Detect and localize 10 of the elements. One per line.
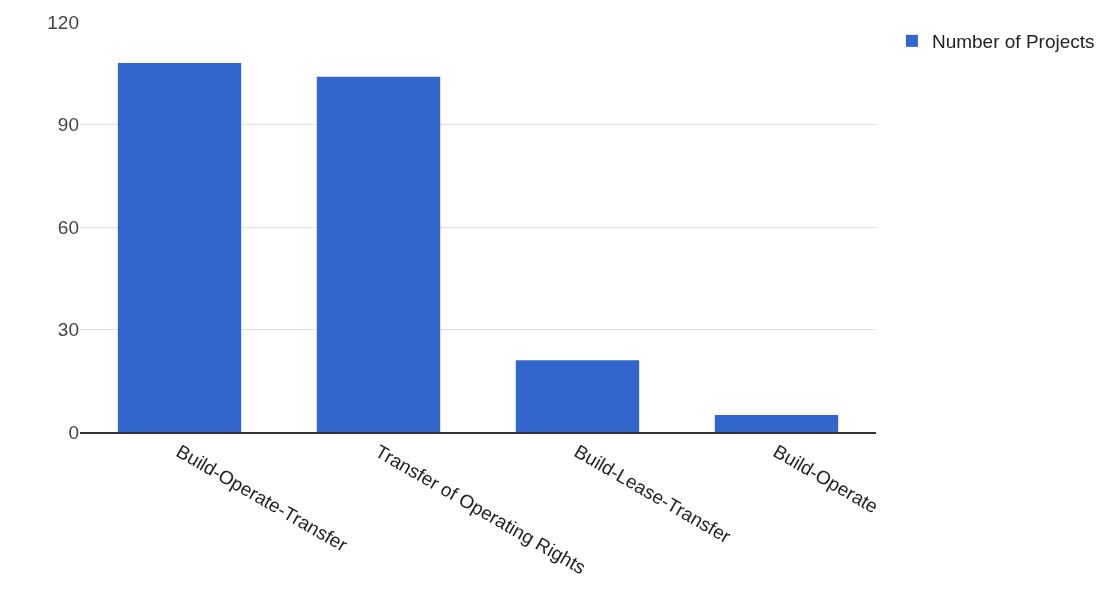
y-tick-label: 60 — [57, 216, 79, 238]
y-tick-label: 90 — [57, 114, 79, 136]
bar — [117, 63, 242, 432]
y-tick-label: 120 — [47, 11, 79, 33]
bar — [714, 414, 839, 432]
bar — [316, 76, 441, 432]
legend-label: Number of Projects — [931, 31, 1095, 53]
bar — [515, 360, 640, 432]
y-tick-label: 30 — [57, 319, 79, 341]
y-tick-label: 0 — [68, 421, 79, 443]
